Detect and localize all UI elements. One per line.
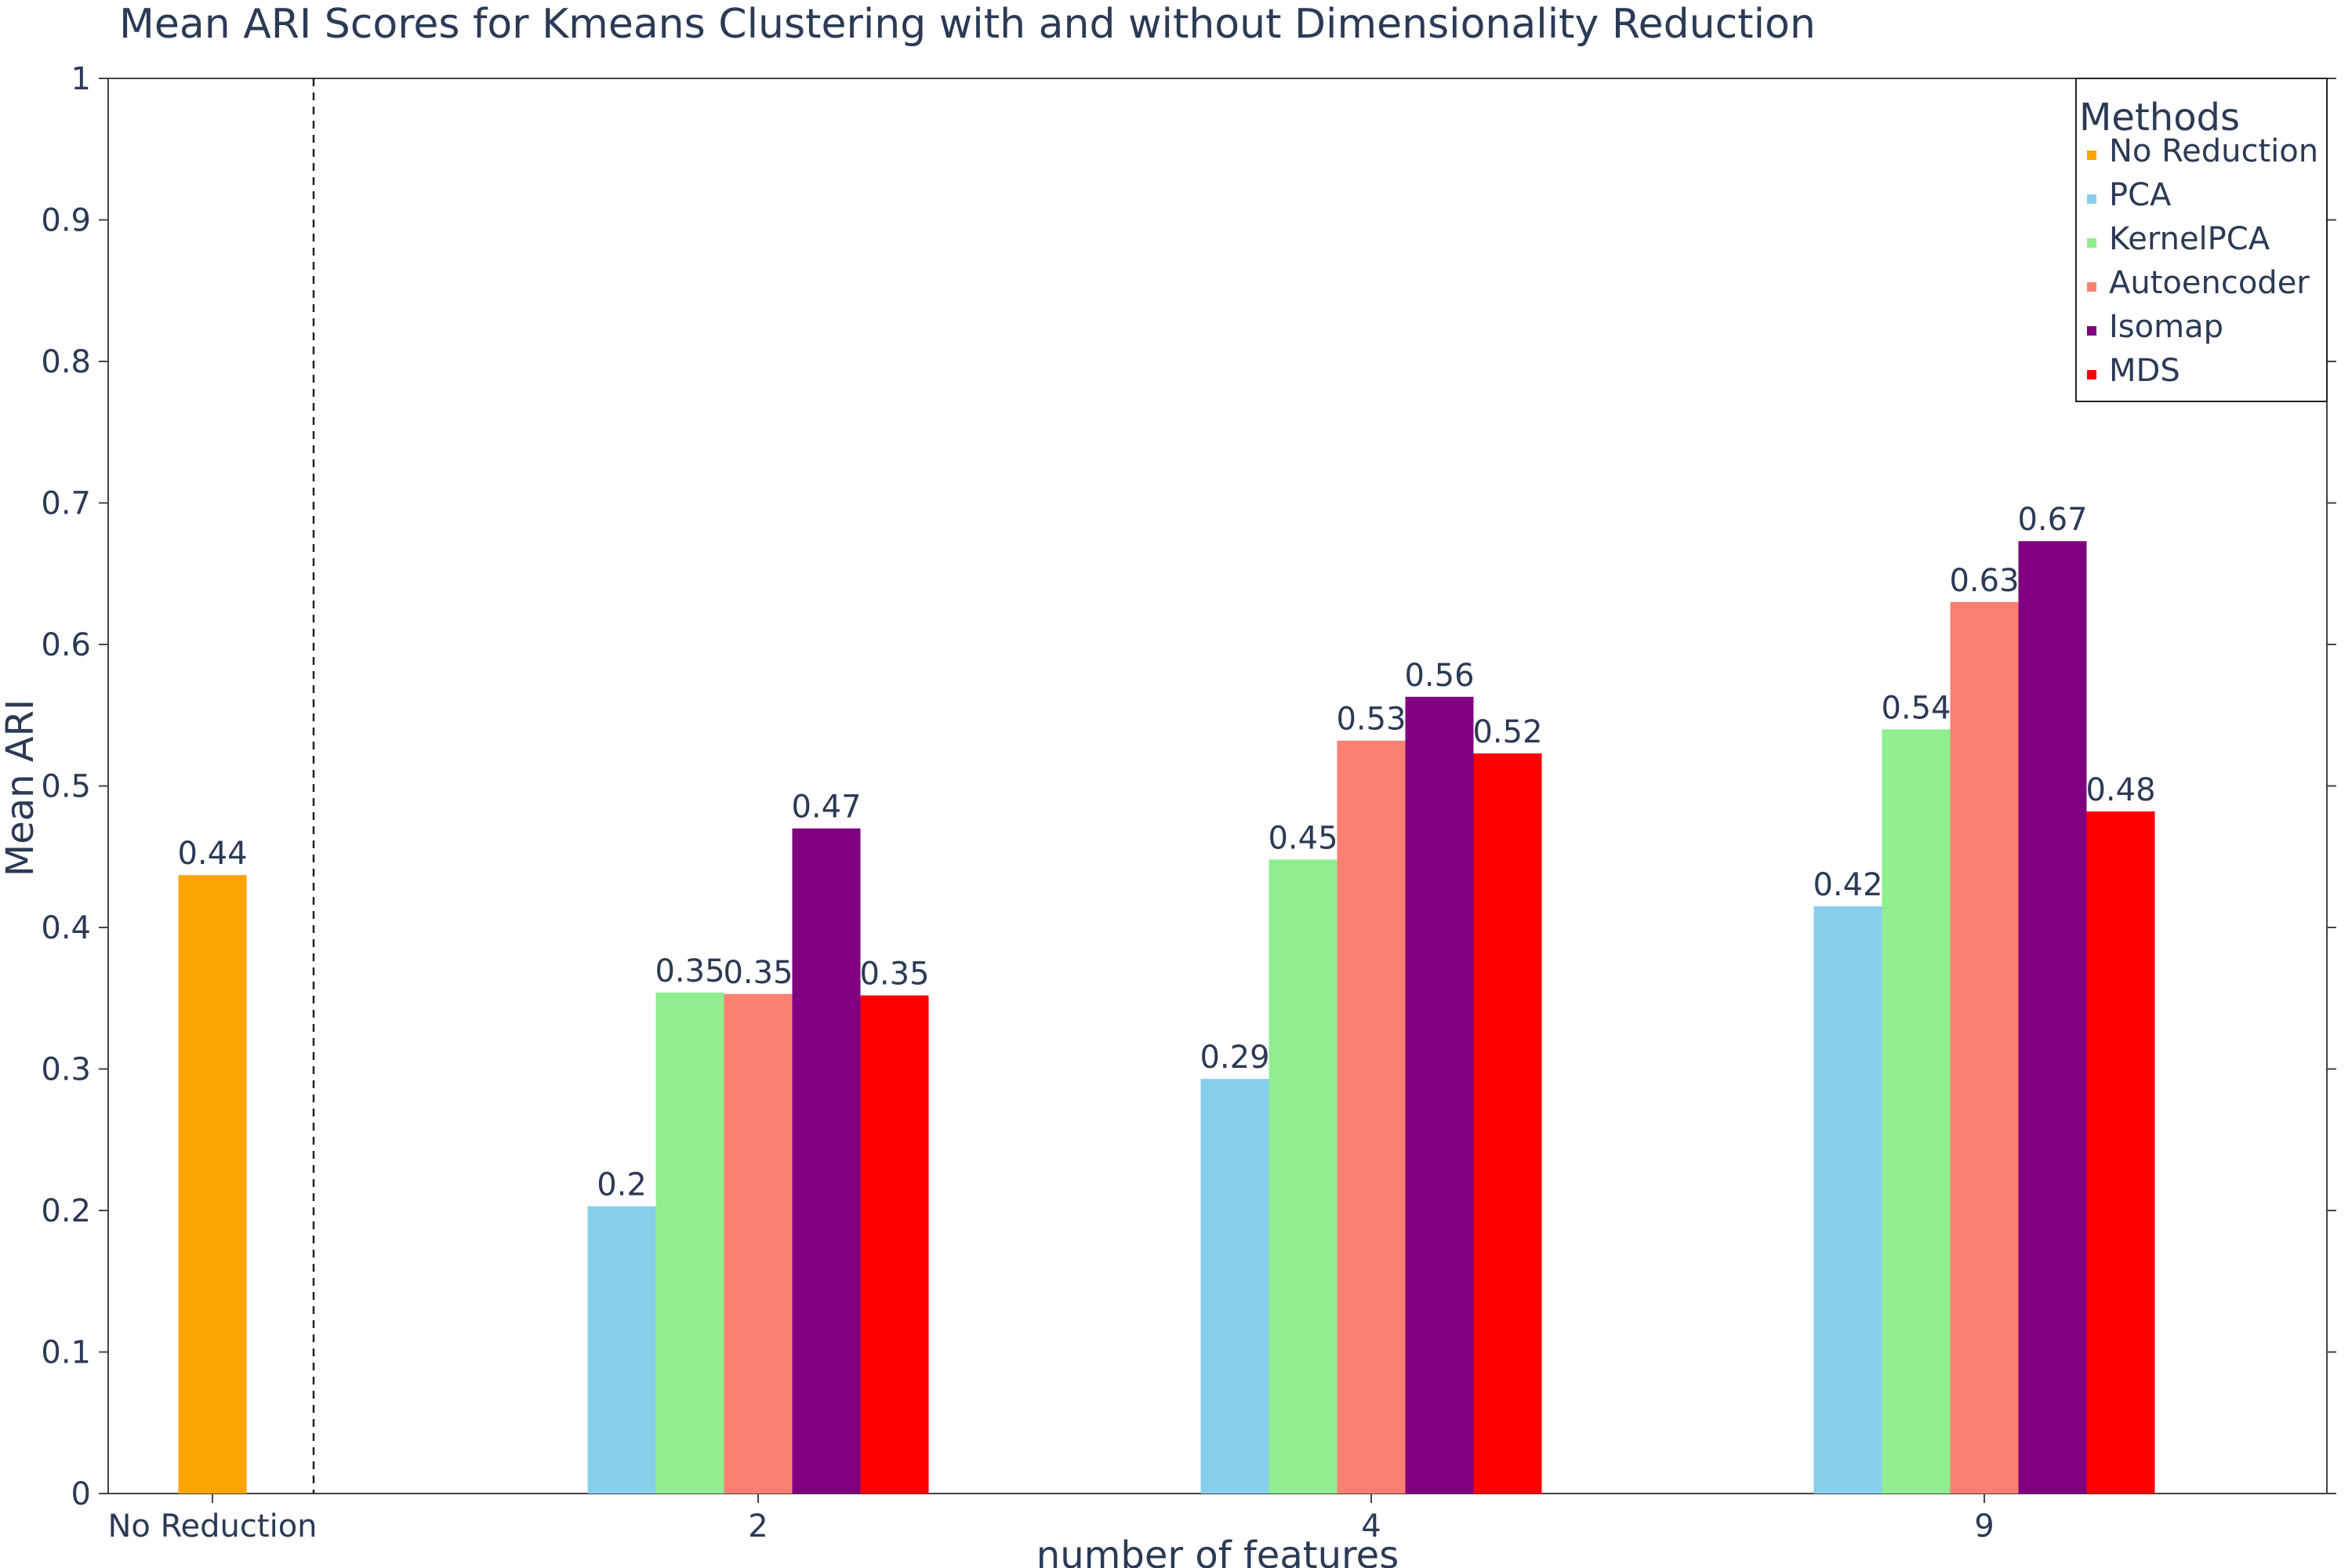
data-label: 0.67 <box>2017 502 2087 538</box>
y-axis-label: Mean ARI <box>0 699 42 877</box>
legend-box <box>2075 78 2328 402</box>
bar <box>587 1206 656 1494</box>
y-tick-label: 0.8 <box>41 344 91 380</box>
data-label: 0.29 <box>1200 1040 1269 1076</box>
bar <box>1269 859 1338 1494</box>
bar <box>2018 541 2087 1494</box>
data-label: 0.53 <box>1336 702 1406 738</box>
y-tick-label: 0.9 <box>41 203 91 239</box>
data-label: 0.52 <box>1472 714 1542 750</box>
bar <box>1473 753 1542 1494</box>
bar <box>655 993 724 1494</box>
bar <box>2086 811 2155 1494</box>
bar <box>1200 1079 1269 1494</box>
data-label: 0.45 <box>1268 820 1338 856</box>
legend-title: Methods <box>2079 96 2240 140</box>
data-label: 0.54 <box>1881 690 1951 726</box>
data-label: 0.44 <box>177 836 247 872</box>
legend-label: MDS <box>2109 353 2180 389</box>
data-label: 0.48 <box>2085 772 2155 808</box>
bar <box>860 995 929 1494</box>
legend-label: Autoencoder <box>2109 265 2310 301</box>
y-tick-label: 0.1 <box>41 1335 91 1371</box>
chart-title: Mean ARI Scores for Kmeans Clustering wi… <box>119 1 1816 48</box>
data-label: 0.35 <box>859 956 929 993</box>
bar <box>1813 906 1882 1494</box>
legend-label: No Reduction <box>2109 133 2318 169</box>
x-axis-label: number of features <box>1036 1534 1399 1568</box>
y-tick-label: 0.3 <box>41 1052 91 1088</box>
legend-swatch <box>2087 194 2096 204</box>
data-label: 0.35 <box>723 955 793 991</box>
legend-swatch <box>2087 326 2096 336</box>
x-tick-label: No Reduction <box>107 1508 317 1544</box>
bar <box>1405 696 1474 1494</box>
plot-area: 0 0.1 0.2 0.3 0.4 0.5 0.6 0.7 0.8 0.9 1 No Reductio… <box>41 61 2336 1544</box>
bar <box>1882 729 1951 1494</box>
data-label: 0.2 <box>597 1167 647 1203</box>
legend-swatch <box>2087 238 2096 248</box>
data-label: 0.56 <box>1404 658 1474 694</box>
y-tick-label: 0 <box>71 1476 91 1512</box>
x-tick-label: 9 <box>1974 1508 1994 1544</box>
y-tick-label: 0.7 <box>41 486 91 522</box>
x-tick-label: 4 <box>1361 1508 1381 1544</box>
legend-label: KernelPCA <box>2109 221 2270 257</box>
legend-swatch <box>2087 151 2096 160</box>
data-label: 0.35 <box>655 953 724 989</box>
data-label: 0.47 <box>791 789 861 826</box>
data-label: 0.63 <box>1949 563 2019 599</box>
y-tick-label: 0.2 <box>41 1193 91 1229</box>
legend-label: PCA <box>2109 177 2172 213</box>
data-label: 0.42 <box>1813 867 1882 903</box>
bar <box>1950 601 2019 1494</box>
legend-swatch <box>2087 370 2096 379</box>
bar <box>792 828 861 1494</box>
y-tick-label: 0.4 <box>41 910 91 946</box>
bar <box>1337 740 1406 1494</box>
y-tick-label: 0.6 <box>41 627 91 663</box>
bar <box>724 993 793 1494</box>
y-tick-label: 0.5 <box>41 769 91 805</box>
x-tick-label: 2 <box>748 1508 768 1544</box>
legend-swatch <box>2087 282 2096 292</box>
y-tick-label: 1 <box>71 61 91 97</box>
legend-label: Isomap <box>2109 309 2223 345</box>
bar <box>178 875 247 1494</box>
